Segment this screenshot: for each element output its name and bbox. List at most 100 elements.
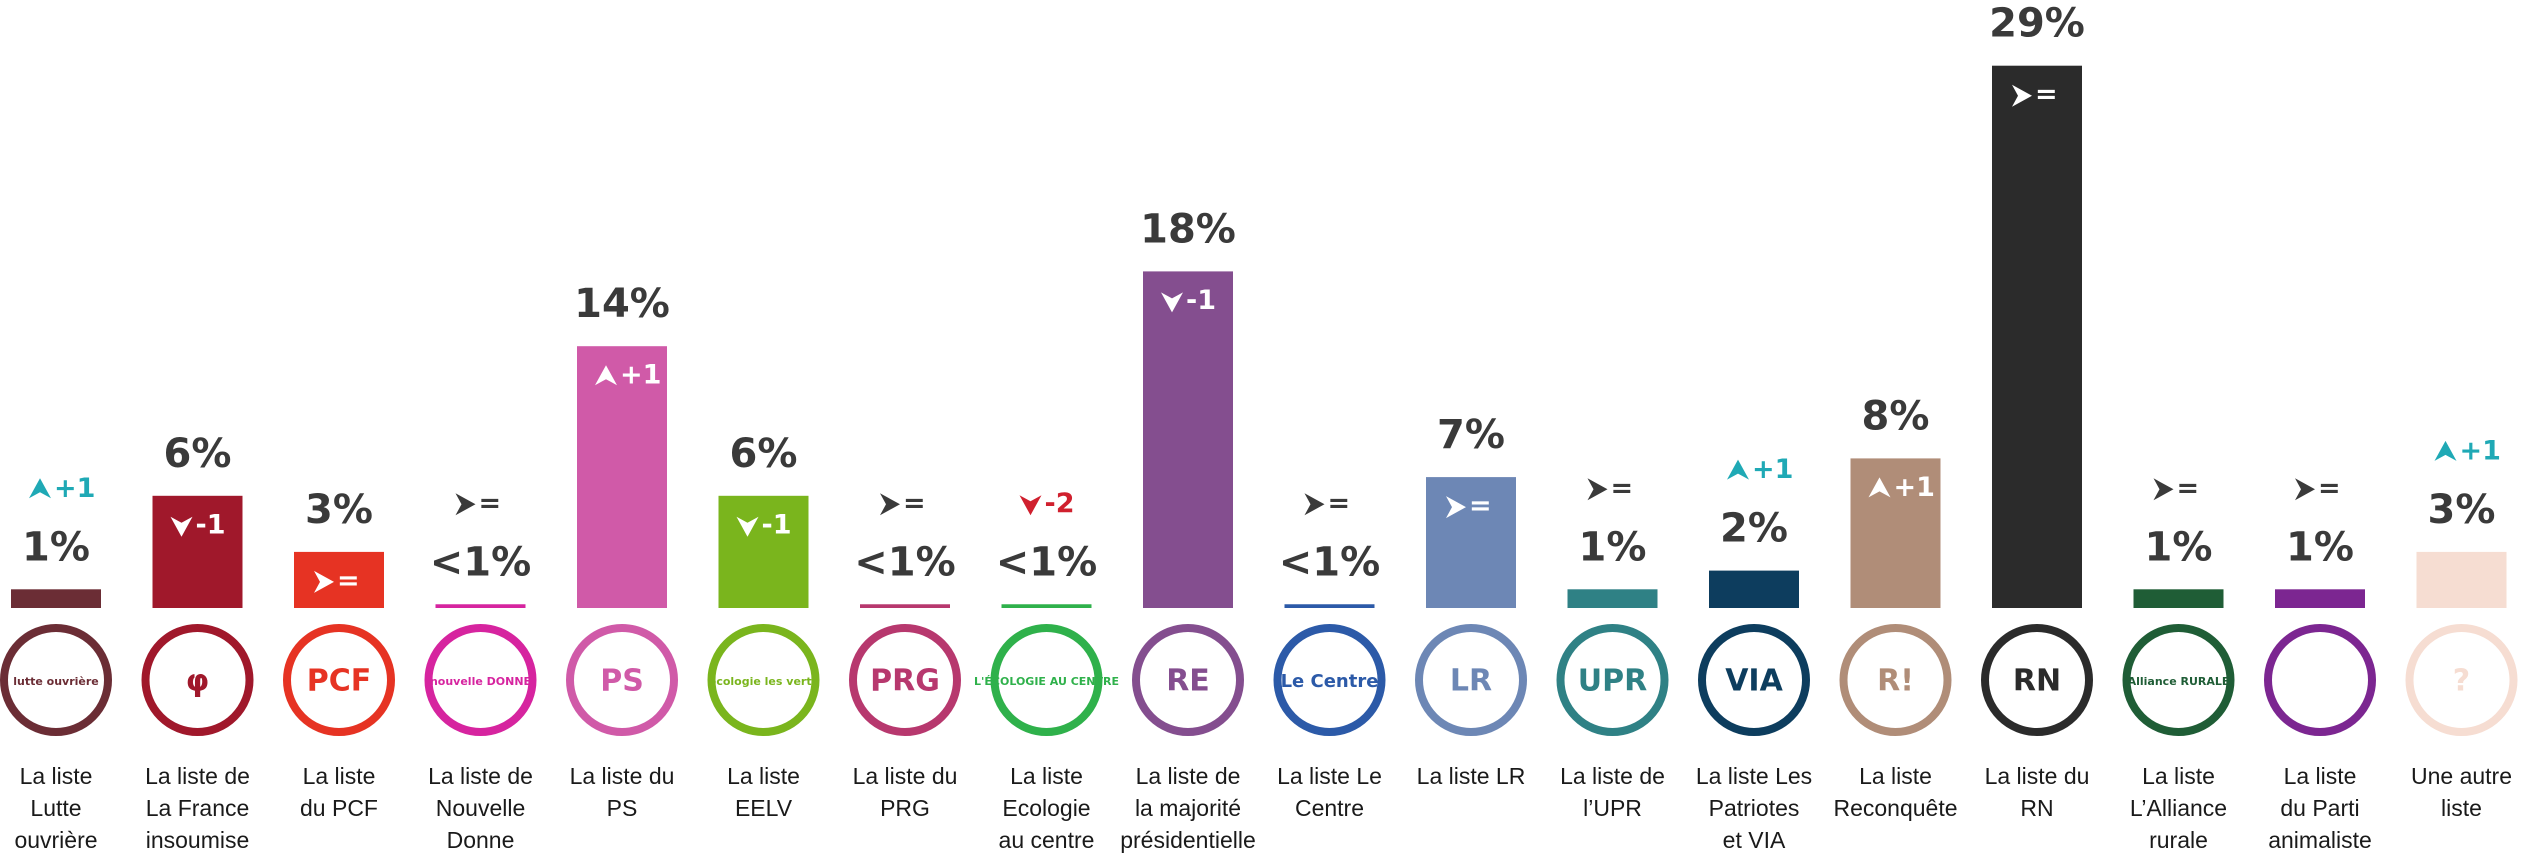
bar [152, 495, 243, 608]
change-arrow [455, 493, 476, 516]
logo-ring [2264, 624, 2376, 736]
logo-ring [1273, 624, 1386, 736]
change-arrow [2295, 478, 2315, 501]
category-label: La liste Lutte ouvrière [14, 763, 98, 853]
value-label: 6% [164, 431, 232, 477]
change-arrow [2012, 84, 2032, 107]
logo-text: ? [2453, 664, 2470, 699]
bar [1284, 604, 1375, 608]
change-label: = [1328, 488, 1351, 519]
logo-ring [141, 624, 254, 736]
category-label: La liste de La France insoumise [145, 763, 250, 853]
change-label: -1 [762, 509, 792, 540]
logo-ring [1698, 624, 1810, 736]
value-label: 8% [1862, 393, 1930, 439]
bar [2275, 589, 2365, 608]
value-label: 3% [2428, 487, 2496, 533]
change-label: = [479, 488, 502, 519]
logo-ring [566, 624, 678, 736]
logo-text: R! [1877, 664, 1914, 699]
category-label: La liste Le Centre [1277, 763, 1382, 821]
logo-text: Alliance RURALE [2128, 675, 2230, 688]
category-label: La liste EELV [727, 763, 800, 821]
change-label: +1 [1894, 472, 1935, 503]
logo-ring [2122, 624, 2235, 736]
value-label: 1% [22, 524, 90, 570]
change-arrow [314, 570, 334, 593]
change-label: -2 [1045, 488, 1075, 519]
change-arrow [736, 516, 759, 537]
change-label: = [2177, 473, 2200, 504]
value-label: <1% [1279, 539, 1380, 585]
logo-ring [707, 624, 820, 736]
logo-ring [0, 624, 112, 736]
category-label: La liste du PRG [852, 763, 958, 821]
bar [1426, 477, 1516, 608]
change-label: = [903, 488, 926, 519]
bar [1567, 589, 1658, 608]
change-label: +1 [2460, 435, 2501, 466]
value-label: <1% [430, 539, 531, 585]
bar [294, 551, 384, 608]
value-label: 7% [1437, 412, 1505, 458]
logo-text: PS [600, 664, 644, 699]
logo-text: nouvelle DONNE [430, 675, 531, 688]
value-label: 1% [2286, 524, 2354, 570]
value-label: 3% [305, 487, 373, 533]
logo-text: RE [1166, 664, 1210, 699]
category-label: La liste du Parti animaliste [2268, 763, 2372, 853]
logo-ring [424, 624, 537, 736]
bar [1850, 458, 1941, 608]
logo-ring [283, 624, 395, 736]
change-arrow [1019, 495, 1042, 516]
bar [2133, 589, 2224, 608]
logo-text: RN [2013, 664, 2061, 699]
category-label: La liste Les Patriotes et VIA [1695, 763, 1813, 853]
change-arrow [170, 516, 193, 537]
bar [1709, 570, 1799, 608]
logo-ring [1132, 624, 1244, 736]
bar [718, 495, 809, 608]
change-arrow [880, 493, 900, 516]
category-label: La liste de la majorité présidentielle [1120, 763, 1256, 853]
change-arrow [1161, 292, 1183, 313]
value-label: 18% [1140, 206, 1236, 252]
change-arrow [1727, 459, 1749, 480]
logo-text: φ [186, 664, 209, 699]
change-label: = [2035, 79, 2058, 110]
change-arrow [2434, 440, 2457, 461]
category-label: La liste Reconquête [1833, 763, 1958, 821]
value-label: 1% [2145, 524, 2213, 570]
change-label: -1 [1186, 285, 1216, 316]
logo-text: Le Centre [1281, 671, 1379, 692]
change-arrow [2153, 478, 2174, 501]
change-arrow [1304, 493, 1325, 516]
change-label: +1 [620, 360, 661, 391]
logo-text: lutte ouvrière [13, 675, 99, 688]
bar [1143, 271, 1233, 608]
logo-text: UPR [1578, 664, 1647, 699]
logo-ring [2405, 624, 2518, 736]
logo-text: L'ÉCOLOGIE AU CENTRE [974, 675, 1119, 688]
bar [1001, 604, 1092, 608]
logo-text: PRG [870, 664, 940, 699]
bar [2416, 551, 2507, 608]
change-label: = [2318, 473, 2341, 504]
value-label: 14% [574, 281, 670, 327]
bar [435, 604, 526, 608]
value-label: <1% [854, 539, 955, 585]
change-arrow [595, 365, 617, 386]
category-label: Une autre liste [2410, 763, 2512, 821]
bar [577, 346, 667, 608]
logo-ring [1981, 624, 2093, 736]
logo-text: LR [1450, 664, 1492, 699]
change-label: +1 [54, 473, 95, 504]
value-label: <1% [996, 539, 1097, 585]
change-label: = [1611, 473, 1634, 504]
change-arrow [29, 478, 51, 499]
change-arrow [1587, 478, 1608, 501]
bar [860, 604, 950, 608]
category-label: La liste du RN [1984, 763, 2090, 821]
category-label: La liste Ecologie au centre [998, 763, 1095, 853]
